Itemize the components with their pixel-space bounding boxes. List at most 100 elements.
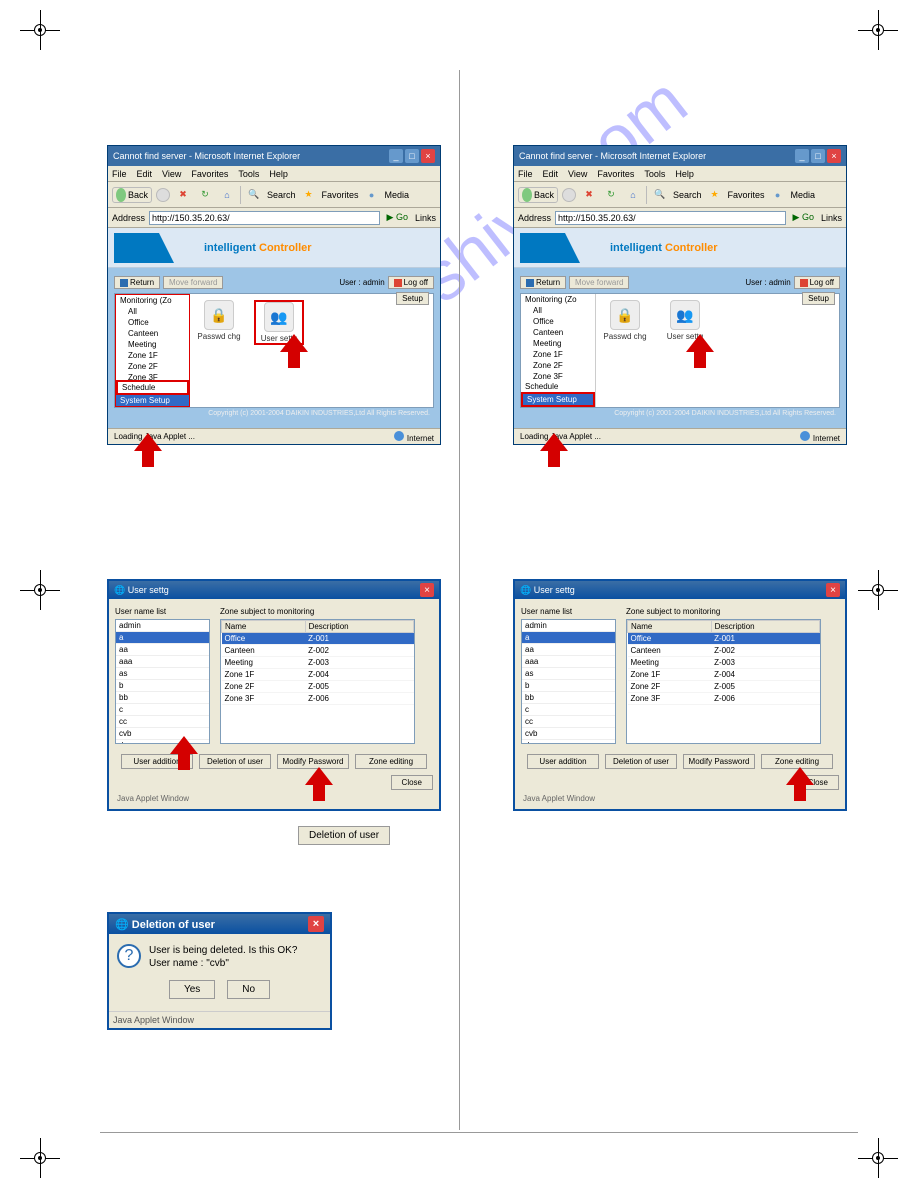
address-input[interactable] [555, 211, 786, 225]
maximize-button[interactable]: □ [811, 149, 825, 163]
return-button[interactable]: Return [520, 276, 566, 289]
close-button[interactable]: Close [391, 775, 433, 790]
user-list[interactable]: admin a aa aaa as b bb c cc cvb d [521, 619, 616, 744]
return-button[interactable]: Return [114, 276, 160, 289]
menu-bar[interactable]: File Edit View Favorites Tools Help [514, 166, 846, 182]
list-item[interactable]: admin [116, 620, 209, 632]
go-button[interactable]: ▶ Go [790, 212, 817, 223]
table-cell[interactable]: Z-005 [305, 681, 413, 693]
close-button[interactable]: × [421, 149, 435, 163]
logoff-button[interactable]: Log off [794, 276, 840, 289]
table-cell[interactable]: Z-001 [711, 633, 819, 645]
list-item[interactable]: as [116, 668, 209, 680]
close-icon[interactable]: × [826, 583, 840, 597]
no-button[interactable]: No [227, 980, 270, 999]
zone-editing-button[interactable]: Zone editing [355, 754, 427, 769]
table-cell[interactable]: Zone 3F [628, 693, 712, 705]
table-cell[interactable]: Z-002 [305, 645, 413, 657]
back-button[interactable]: Back [518, 187, 558, 203]
yes-button[interactable]: Yes [169, 980, 215, 999]
user-addition-button[interactable]: User addition [527, 754, 599, 769]
list-item[interactable]: cc [522, 716, 615, 728]
list-item[interactable]: b [522, 680, 615, 692]
media-icon[interactable]: ● [769, 186, 787, 204]
table-cell[interactable]: Office [222, 633, 306, 645]
list-item[interactable]: aaa [522, 656, 615, 668]
table-cell[interactable]: Z-006 [305, 693, 413, 705]
list-item[interactable]: admin [522, 620, 615, 632]
zone-table[interactable]: NameDescription OfficeZ-001 CanteenZ-002… [626, 619, 821, 744]
menu-file[interactable]: File [518, 169, 533, 179]
menu-edit[interactable]: Edit [137, 169, 153, 179]
table-cell[interactable]: Meeting [628, 657, 712, 669]
list-item[interactable]: bb [522, 692, 615, 704]
list-item[interactable]: a [522, 632, 615, 644]
menu-file[interactable]: File [112, 169, 127, 179]
close-icon[interactable]: × [420, 583, 434, 597]
table-cell[interactable]: Zone 1F [628, 669, 712, 681]
menu-view[interactable]: View [568, 169, 587, 179]
sidebar-item[interactable]: Zone 1F [521, 349, 595, 360]
menu-tools[interactable]: Tools [644, 169, 665, 179]
search-icon[interactable]: 🔍 [651, 186, 669, 204]
menu-view[interactable]: View [162, 169, 181, 179]
menu-bar[interactable]: File Edit View Favorites Tools Help [108, 166, 440, 182]
table-cell[interactable]: Office [628, 633, 712, 645]
go-button[interactable]: ▶ Go [384, 212, 411, 223]
table-cell[interactable]: Z-001 [305, 633, 413, 645]
minimize-button[interactable]: _ [795, 149, 809, 163]
user-list[interactable]: admin a aa aaa as b bb c cc cvb d [115, 619, 210, 744]
deletion-user-button[interactable]: Deletion of user [199, 754, 271, 769]
modify-password-button[interactable]: Modify Password [683, 754, 755, 769]
refresh-icon[interactable]: ↻ [602, 186, 620, 204]
refresh-icon[interactable]: ↻ [196, 186, 214, 204]
zone-table[interactable]: NameDescription OfficeZ-001 CanteenZ-002… [220, 619, 415, 744]
list-item[interactable]: cc [116, 716, 209, 728]
table-cell[interactable]: Z-004 [305, 669, 413, 681]
table-cell[interactable]: Z-005 [711, 681, 819, 693]
table-cell[interactable]: Meeting [222, 657, 306, 669]
close-button[interactable]: × [827, 149, 841, 163]
sidebar-item[interactable]: Zone 1F [116, 350, 189, 361]
list-item[interactable]: b [116, 680, 209, 692]
move-forward-button[interactable]: Move forward [569, 276, 629, 289]
list-item[interactable]: c [116, 704, 209, 716]
setup-button[interactable]: Setup [396, 292, 429, 305]
sidebar-item[interactable]: All [116, 306, 189, 317]
list-item[interactable]: aa [116, 644, 209, 656]
list-item[interactable]: a [116, 632, 209, 644]
table-cell[interactable]: Z-006 [711, 693, 819, 705]
list-item[interactable]: as [522, 668, 615, 680]
media-icon[interactable]: ● [363, 186, 381, 204]
table-cell[interactable]: Z-002 [711, 645, 819, 657]
sidebar-item[interactable]: Zone 2F [116, 361, 189, 372]
sidebar-system-setup[interactable]: System Setup [116, 395, 189, 406]
setup-button[interactable]: Setup [802, 292, 835, 305]
sidebar-item[interactable]: All [521, 305, 595, 316]
table-cell[interactable]: Z-003 [711, 657, 819, 669]
sidebar-item[interactable]: Canteen [116, 328, 189, 339]
menu-favorites[interactable]: Favorites [597, 169, 634, 179]
search-icon[interactable]: 🔍 [245, 186, 263, 204]
favorites-icon[interactable]: ★ [706, 186, 724, 204]
menu-tools[interactable]: Tools [238, 169, 259, 179]
address-input[interactable] [149, 211, 380, 225]
table-cell[interactable]: Z-003 [305, 657, 413, 669]
passwd-chg-icon[interactable]: 🔒Passwd chg [194, 300, 244, 341]
sidebar-schedule[interactable]: Schedule [521, 381, 595, 392]
menu-help[interactable]: Help [269, 169, 288, 179]
close-icon[interactable]: × [308, 916, 324, 932]
minimize-button[interactable]: _ [389, 149, 403, 163]
stop-icon[interactable]: ✖ [174, 186, 192, 204]
logoff-button[interactable]: Log off [388, 276, 434, 289]
stop-icon[interactable]: ✖ [580, 186, 598, 204]
back-button[interactable]: Back [112, 187, 152, 203]
passwd-chg-icon[interactable]: 🔒Passwd chg [600, 300, 650, 341]
table-cell[interactable]: Canteen [222, 645, 306, 657]
sidebar-item[interactable]: Meeting [116, 339, 189, 350]
sidebar-item[interactable]: Office [521, 316, 595, 327]
deletion-user-button[interactable]: Deletion of user [605, 754, 677, 769]
list-item[interactable]: aa [522, 644, 615, 656]
table-cell[interactable]: Canteen [628, 645, 712, 657]
sidebar-schedule[interactable]: Schedule [116, 380, 189, 395]
